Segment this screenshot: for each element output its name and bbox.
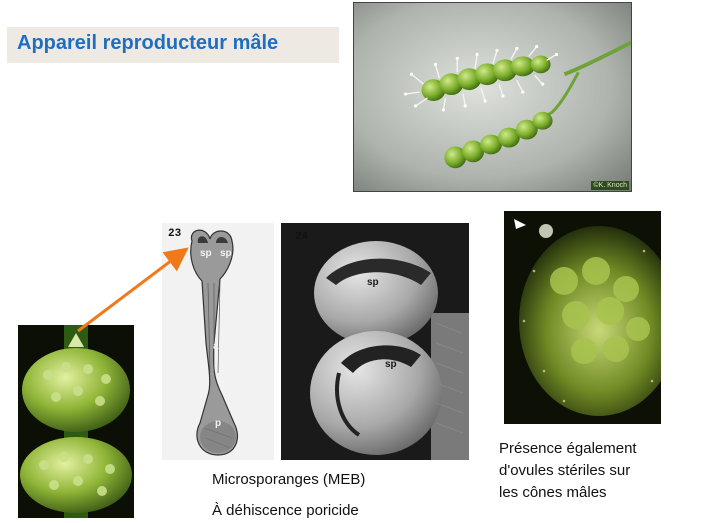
caption-microsporanges: Microsporanges (MEB) [212,471,366,488]
panel-number-23: 23 [168,228,182,240]
photo-credit: ©K. Knoch [591,181,629,190]
title-banner: Appareil reproducteur mâle [7,27,339,63]
label-p: p [215,418,222,429]
cone-closeup-photo [18,325,134,518]
caption-dehiscence: À déhiscence poricide [212,502,359,519]
caption-line: les cônes mâles [499,484,607,501]
panel-number-24: 24 [295,231,309,243]
caption-line: Présence également [499,440,637,457]
label-a: a [213,341,219,352]
sem-panel-24: 24 sp sp [281,223,469,460]
sterile-ovules-photo [504,211,661,424]
label-sp: sp [200,248,212,259]
page-title: Appareil reproducteur mâle [17,32,279,54]
label-sp: sp [385,359,397,370]
label-sp: sp [220,248,232,259]
caption-sterile-ovules: Présence également d'ovules stériles sur… [499,438,699,504]
male-cones-photo: ©K. Knoch [353,2,632,192]
caption-line: d'ovules stériles sur [499,462,631,479]
label-sp: sp [367,277,379,288]
sem-panel-23: 23 sp sp a p [162,223,274,460]
